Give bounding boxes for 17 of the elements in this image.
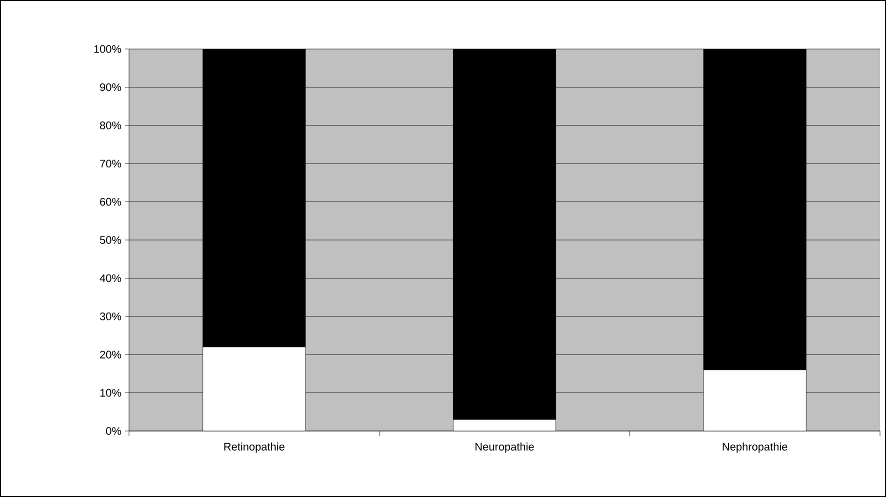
y-tick-label: 10% xyxy=(100,388,122,397)
y-tick-label: 90% xyxy=(100,83,122,92)
y-tick-label: 50% xyxy=(100,236,122,244)
y-tick-label: 80% xyxy=(100,122,122,130)
bar xyxy=(453,420,556,431)
x-tick-label: Nephropathie xyxy=(722,442,788,453)
bar xyxy=(703,370,806,431)
y-tick-label: 20% xyxy=(100,350,122,358)
x-tick-label: Neuropathie xyxy=(476,442,534,453)
y-tick-label: 70% xyxy=(100,160,122,168)
bar xyxy=(202,346,306,431)
x-tick-label: Retinopathie xyxy=(224,442,284,453)
y-tick-label: 30% xyxy=(100,312,122,320)
y-tick-label: 0% xyxy=(106,427,122,435)
y-tick-label: 40% xyxy=(100,274,122,282)
y-tick-label: 100% xyxy=(94,45,122,53)
y-tick-label: 60% xyxy=(100,198,122,206)
